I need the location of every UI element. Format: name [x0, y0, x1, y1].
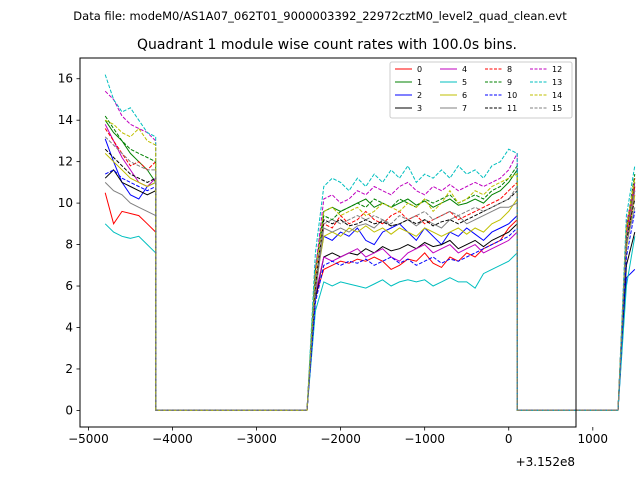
x-tick-label: −5000: [68, 432, 109, 446]
series-line-3: [104, 169, 636, 411]
series-line-14: [104, 119, 636, 411]
legend-label-4: 4: [462, 65, 467, 74]
series-line-15: [104, 136, 636, 411]
y-tick-label: 6: [65, 279, 73, 293]
series-line-1: [104, 119, 636, 411]
series-line-0: [104, 186, 636, 411]
legend-box: [389, 61, 573, 119]
series-line-10: [104, 169, 636, 411]
x-tick-label: −1000: [404, 432, 445, 446]
legend-label-12: 12: [552, 65, 562, 74]
x-offset-label: +3.152e8: [516, 455, 575, 469]
y-tick-label: 16: [58, 72, 73, 86]
y-tick-label: 14: [58, 113, 73, 127]
legend-label-3: 3: [417, 104, 422, 113]
y-tick-label: 8: [65, 238, 73, 252]
x-tick-label: −2000: [320, 432, 361, 446]
x-tick-label: −4000: [152, 432, 193, 446]
x-tick-label: −3000: [236, 432, 277, 446]
legend-label-14: 14: [552, 91, 562, 100]
legend-label-10: 10: [507, 91, 517, 100]
data-file-label: Data file: modeM0/AS1A07_062T01_90000033…: [73, 9, 567, 23]
y-tick-label: 0: [65, 403, 73, 417]
legend-label-7: 7: [462, 104, 467, 113]
y-tick-label: 12: [58, 155, 73, 169]
series-line-8: [104, 128, 636, 411]
axes-frame: [79, 57, 577, 428]
series-line-11: [104, 148, 636, 411]
x-axis: −5000 −4000 −3000 −2000 −1000 0 1000: [68, 427, 608, 446]
chart-title: Quadrant 1 module wise count rates with …: [137, 37, 517, 53]
y-tick-label: 10: [58, 196, 73, 210]
series-line-7: [104, 182, 636, 411]
legend-label-6: 6: [462, 91, 467, 100]
x-tick-label: 1000: [578, 432, 609, 446]
legend-label-13: 13: [552, 78, 562, 87]
y-tick-label: 2: [65, 362, 73, 376]
legend-label-8: 8: [507, 65, 512, 74]
series-line-5: [104, 223, 636, 411]
series-line-4: [104, 124, 636, 411]
legend-label-11: 11: [507, 104, 517, 113]
series-line-9: [104, 115, 636, 411]
y-axis: 0 2 4 6 8 10 12 14 16: [58, 72, 80, 417]
y-tick-label: 4: [65, 320, 73, 334]
legend-label-0: 0: [417, 65, 422, 74]
legend-label-5: 5: [462, 78, 467, 87]
plot-lines: [104, 74, 636, 411]
legend-label-1: 1: [417, 78, 422, 87]
legend-label-9: 9: [507, 78, 512, 87]
legend-label-15: 15: [552, 104, 562, 113]
legend-label-2: 2: [417, 91, 422, 100]
x-tick-label: 0: [505, 432, 513, 446]
series-line-6: [104, 153, 636, 411]
